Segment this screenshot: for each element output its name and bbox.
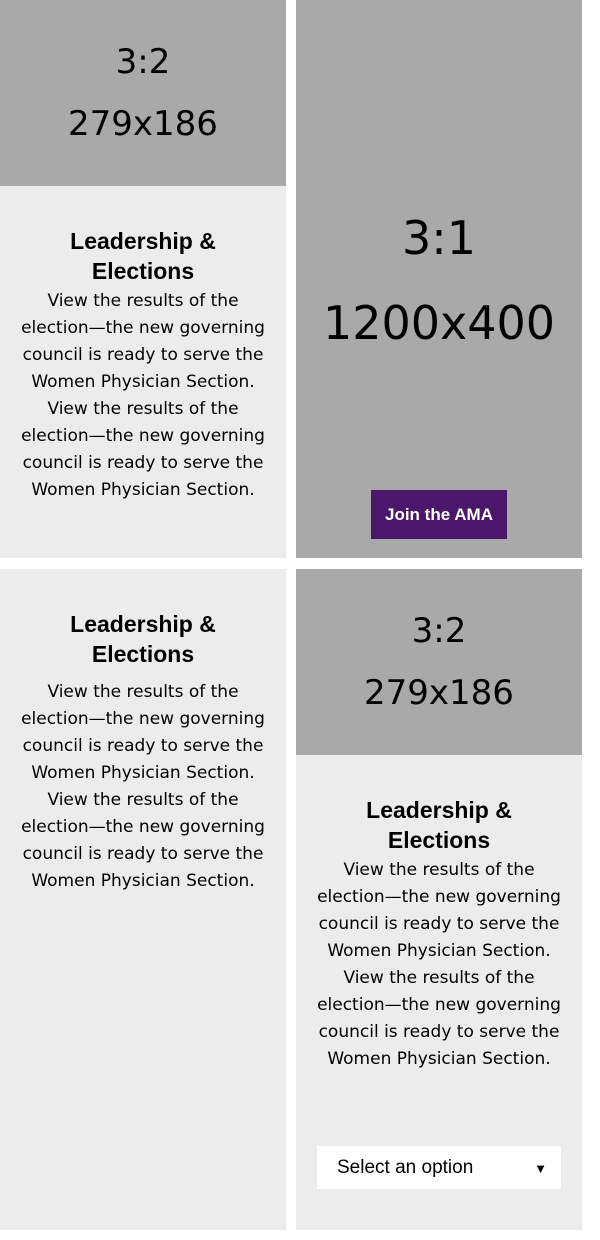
card-description: View the results of the election—the new… — [21, 291, 265, 500]
card-title: Leadership & Elections — [70, 228, 216, 284]
content-card-3: 3:2 279x186 Leadership & Elections View … — [296, 569, 582, 1230]
option-select[interactable]: Select an option ▼ — [317, 1146, 561, 1189]
card-description: View the results of the election—the new… — [21, 682, 265, 891]
card-description: View the results of the election—the new… — [317, 860, 561, 1069]
content-card-1: 3:2 279x186 Leadership & Elections View … — [0, 0, 286, 558]
card-title: Leadership & Elections — [70, 611, 216, 667]
placeholder-ratio: 3:2 — [411, 611, 467, 651]
select-value: Select an option — [337, 1157, 474, 1178]
placeholder-ratio: 3:2 — [115, 42, 171, 82]
placeholder-size: 1200x400 — [322, 296, 556, 350]
card-title: Leadership & Elections — [366, 797, 512, 853]
content-card-2: Leadership & Elections View the results … — [0, 569, 286, 1230]
promo-card: 3:1 1200x400 Join the AMA — [296, 0, 582, 558]
image-placeholder: 3:2 279x186 — [0, 0, 286, 186]
placeholder-ratio: 3:1 — [401, 211, 477, 265]
placeholder-size: 279x186 — [68, 104, 218, 144]
triangle-down-icon: ▼ — [534, 1161, 547, 1176]
join-ama-button[interactable]: Join the AMA — [371, 490, 507, 539]
placeholder-size: 279x186 — [364, 673, 514, 713]
image-placeholder: 3:2 279x186 — [296, 569, 582, 755]
